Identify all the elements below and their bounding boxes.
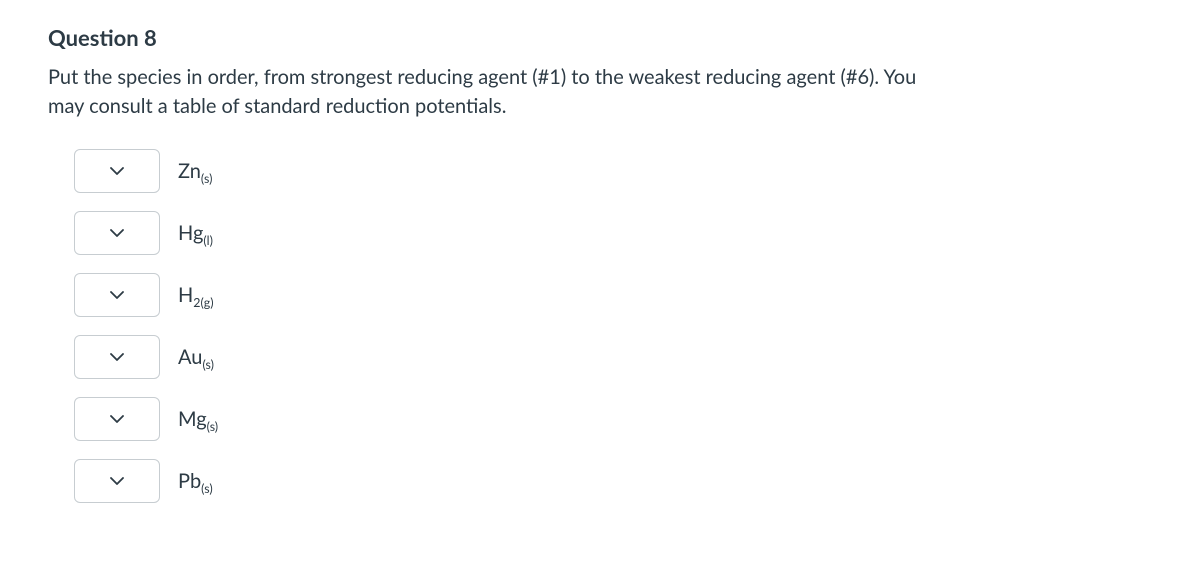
rank-dropdown[interactable]: [74, 397, 160, 441]
chevron-down-icon: [110, 353, 124, 362]
rank-dropdown[interactable]: [74, 459, 160, 503]
ordering-row: Mg(s): [74, 397, 1152, 441]
element-symbol: Pb: [178, 469, 201, 493]
element-symbol: Zn: [178, 159, 201, 183]
chevron-down-icon: [110, 477, 124, 486]
question-prompt: Put the species in order, from strongest…: [48, 63, 928, 121]
element-phase: (s): [207, 419, 218, 434]
element-phase: (s): [202, 357, 213, 372]
element-phase: (l): [203, 233, 213, 248]
species-label: Pb(s): [178, 469, 213, 493]
element-phase: (s): [201, 481, 212, 496]
ordering-row: Hg(l): [74, 211, 1152, 255]
ordering-row: Zn(s): [74, 149, 1152, 193]
ordering-row: Au(s): [74, 335, 1152, 379]
ordering-list: Zn(s) Hg(l) H2(g) Au(s) Mg(s) Pb(s): [74, 149, 1152, 503]
ordering-row: H2(g): [74, 273, 1152, 317]
species-label: H2(g): [178, 283, 214, 307]
element-symbol: Hg: [178, 221, 203, 245]
element-phase: (s): [201, 171, 212, 186]
species-label: Mg(s): [178, 407, 218, 431]
chevron-down-icon: [110, 415, 124, 424]
species-label: Zn(s): [178, 159, 212, 183]
element-symbol: Mg: [178, 407, 207, 431]
question-title: Question 8: [48, 24, 1152, 51]
rank-dropdown[interactable]: [74, 211, 160, 255]
rank-dropdown[interactable]: [74, 335, 160, 379]
ordering-row: Pb(s): [74, 459, 1152, 503]
species-label: Hg(l): [178, 221, 213, 245]
element-symbol: H: [178, 283, 193, 307]
rank-dropdown[interactable]: [74, 149, 160, 193]
element-phase: (g): [200, 295, 213, 310]
species-label: Au(s): [178, 345, 214, 369]
chevron-down-icon: [110, 291, 124, 300]
chevron-down-icon: [110, 229, 124, 238]
chevron-down-icon: [110, 167, 124, 176]
rank-dropdown[interactable]: [74, 273, 160, 317]
element-symbol: Au: [178, 345, 202, 369]
